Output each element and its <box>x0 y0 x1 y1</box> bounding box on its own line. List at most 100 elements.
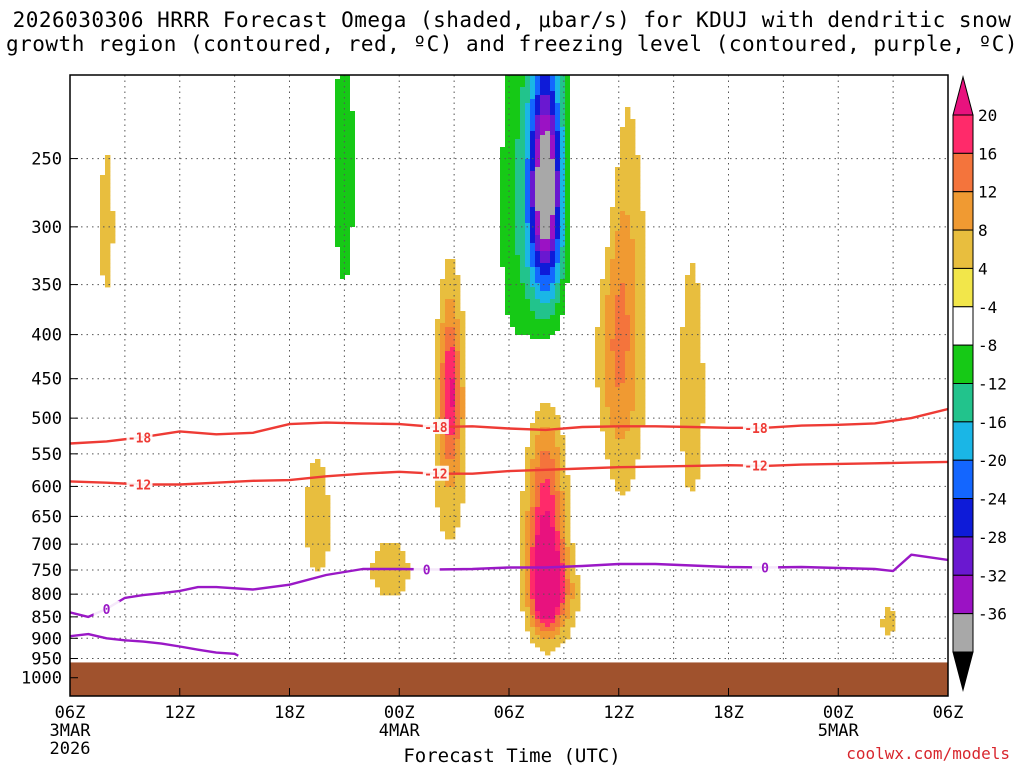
omega-cell <box>460 455 466 460</box>
omega-cell <box>550 491 556 496</box>
omega-cell <box>505 239 511 244</box>
omega-cell <box>540 143 546 148</box>
omega-cell <box>290 147 296 152</box>
omega-cell <box>515 287 521 292</box>
omega-cell <box>630 123 636 128</box>
omega-cell <box>525 579 531 584</box>
omega-cell <box>570 79 576 84</box>
omega-cell <box>435 407 441 412</box>
omega-cell <box>440 375 446 380</box>
omega-cell <box>360 151 366 156</box>
chart-title-line1: 2026030306 HRRR Forecast Omega (shaded, … <box>12 8 1012 32</box>
omega-cell <box>695 443 701 448</box>
omega-cell <box>565 547 571 552</box>
omega-cell <box>635 287 641 292</box>
omega-cell <box>630 143 636 148</box>
omega-cell <box>490 183 496 188</box>
omega-cell <box>610 267 616 272</box>
omega-cell <box>575 175 581 180</box>
omega-cell <box>690 315 696 320</box>
omega-cell <box>490 207 496 212</box>
omega-cell <box>510 79 516 84</box>
omega-cell <box>535 107 541 112</box>
omega-cell <box>635 259 641 264</box>
omega-cell <box>550 503 556 508</box>
omega-cell <box>445 367 451 372</box>
omega-cell <box>535 627 541 632</box>
omega-cell <box>510 239 516 244</box>
omega-cell <box>105 251 111 256</box>
omega-cell <box>550 623 556 628</box>
omega-cell <box>555 75 561 80</box>
omega-cell <box>550 183 556 188</box>
omega-cell <box>775 579 781 584</box>
omega-cell <box>445 403 451 408</box>
omega-cell <box>635 219 641 224</box>
omega-cell <box>625 363 631 368</box>
omega-cell <box>555 527 561 532</box>
omega-cell <box>435 391 441 396</box>
omega-cell <box>625 487 631 492</box>
omega-cell <box>530 259 536 264</box>
omega-cell <box>185 335 191 340</box>
omega-cell <box>530 311 536 316</box>
omega-cell <box>505 151 511 156</box>
omega-cell <box>600 343 606 348</box>
omega-cell <box>505 131 511 136</box>
omega-cell <box>530 639 536 644</box>
omega-cell <box>110 227 116 232</box>
omega-cell <box>775 227 781 232</box>
omega-cell <box>780 375 786 380</box>
omega-cell <box>620 407 626 412</box>
omega-cell <box>540 483 546 488</box>
omega-cell <box>690 483 696 488</box>
omega-cell <box>185 371 191 376</box>
omega-cell <box>545 287 551 292</box>
omega-cell <box>570 191 576 196</box>
omega-cell <box>280 207 286 212</box>
omega-cell <box>385 579 391 584</box>
omega-cell <box>540 475 546 480</box>
omega-cell <box>545 295 551 300</box>
omega-cell <box>595 175 601 180</box>
omega-cell <box>535 487 541 492</box>
omega-cell <box>620 479 626 484</box>
omega-cell <box>275 199 281 204</box>
omega-cell <box>520 111 526 116</box>
omega-cell <box>345 303 351 308</box>
omega-cell <box>565 83 571 88</box>
omega-cell <box>510 347 516 352</box>
omega-cell <box>535 191 541 196</box>
omega-cell <box>575 75 581 80</box>
omega-cell <box>550 279 556 284</box>
omega-cell <box>640 343 646 348</box>
omega-cell <box>590 199 596 204</box>
omega-cell <box>435 395 441 400</box>
omega-cell <box>770 315 776 320</box>
omega-cell <box>490 107 496 112</box>
omega-cell <box>775 283 781 288</box>
omega-cell <box>775 539 781 544</box>
omega-cell <box>520 519 526 524</box>
omega-cell <box>510 183 516 188</box>
omega-cell <box>190 311 196 316</box>
omega-cell <box>285 323 291 328</box>
omega-cell <box>615 199 621 204</box>
omega-cell <box>565 491 571 496</box>
omega-cell <box>330 119 336 124</box>
omega-cell <box>535 83 541 88</box>
omega-cell <box>455 503 461 508</box>
omega-cell <box>615 167 621 172</box>
omega-cell <box>690 435 696 440</box>
omega-cell <box>630 211 636 216</box>
omega-cell <box>510 155 516 160</box>
omega-cell <box>195 327 201 332</box>
omega-cell <box>790 267 796 272</box>
omega-cell <box>690 475 696 480</box>
omega-cell <box>445 459 451 464</box>
omega-cell <box>190 443 196 448</box>
omega-cell <box>515 343 521 348</box>
omega-cell <box>435 343 441 348</box>
omega-cell <box>290 75 296 80</box>
omega-cell <box>515 119 521 124</box>
